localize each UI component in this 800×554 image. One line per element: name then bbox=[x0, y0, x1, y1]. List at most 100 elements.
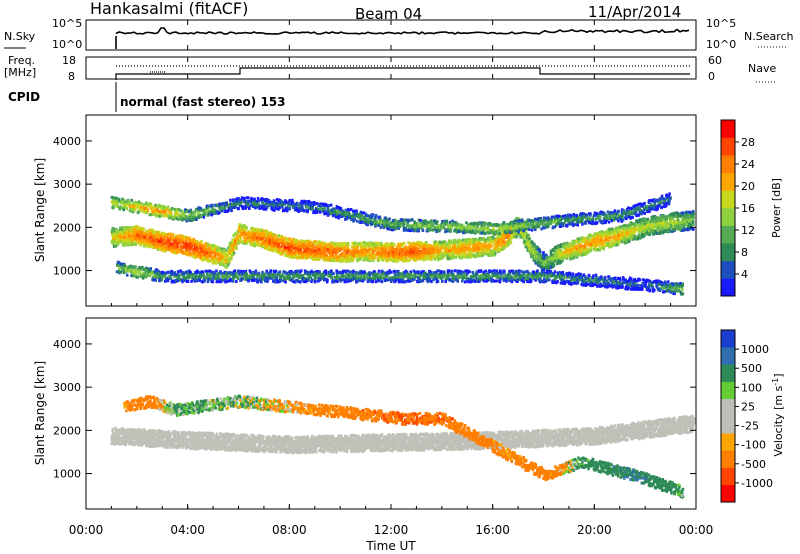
scatter-cell bbox=[200, 253, 203, 257]
scatter-cell bbox=[298, 251, 301, 255]
scatter-cell bbox=[472, 249, 475, 253]
scatter-cell bbox=[163, 237, 167, 241]
scatter-cell bbox=[245, 242, 248, 245]
scatter-cell bbox=[644, 228, 647, 232]
scatter-cell bbox=[110, 230, 114, 234]
scatter-cell bbox=[268, 231, 271, 235]
scatter-cell bbox=[152, 243, 156, 247]
scatter-cell bbox=[381, 244, 385, 248]
scatter-cell bbox=[221, 255, 224, 259]
scatter-cell bbox=[218, 257, 221, 261]
scatter-cell bbox=[207, 258, 210, 262]
scatter-cell bbox=[352, 258, 355, 261]
scatter-cell bbox=[181, 235, 184, 238]
scatter-cell bbox=[257, 228, 260, 232]
scatter-cell bbox=[363, 257, 366, 261]
scatter-cell bbox=[196, 240, 199, 244]
scatter-cell bbox=[275, 242, 279, 246]
scatter-cell bbox=[222, 263, 225, 267]
scatter-cell bbox=[244, 227, 247, 231]
scatter-cell bbox=[346, 244, 350, 248]
scatter-cell bbox=[331, 247, 335, 251]
scatter-cell bbox=[315, 242, 318, 246]
scatter-cell bbox=[589, 243, 593, 246]
scatter-cell bbox=[193, 252, 196, 256]
scatter-cell bbox=[378, 242, 381, 246]
scatter-cell bbox=[183, 235, 187, 239]
scatter-cell bbox=[459, 256, 463, 260]
scatter-cell bbox=[385, 254, 388, 258]
scatter-cell bbox=[484, 238, 488, 242]
scatter-cell bbox=[145, 244, 149, 248]
scatter-cell bbox=[303, 242, 306, 246]
scatter-cell bbox=[194, 209, 197, 213]
scatter-cell bbox=[471, 237, 475, 241]
scatter-cell bbox=[148, 202, 152, 206]
scatter-cell bbox=[130, 198, 133, 202]
scatter-cell bbox=[417, 248, 420, 252]
scatter-cell bbox=[443, 250, 446, 254]
scatter-cell bbox=[395, 246, 399, 250]
scatter-cell bbox=[150, 229, 154, 232]
scatter-cell bbox=[171, 236, 174, 239]
scatter-cell bbox=[386, 253, 390, 257]
scatter-cell bbox=[148, 231, 152, 235]
scatter-cell bbox=[412, 247, 416, 250]
scatter-cell bbox=[261, 245, 264, 249]
scatter-cell bbox=[401, 242, 404, 246]
scatter-cell bbox=[125, 207, 128, 211]
scatter-cell bbox=[247, 230, 250, 233]
scatter-cell bbox=[119, 234, 123, 238]
scatter-cell bbox=[271, 235, 274, 239]
scatter-cell bbox=[478, 249, 482, 253]
scatter-cell bbox=[224, 248, 228, 252]
scatter-cell bbox=[461, 241, 464, 245]
scatter-cell bbox=[250, 231, 253, 234]
scatter-cell bbox=[664, 229, 667, 233]
scatter-cell bbox=[381, 247, 385, 251]
scatter-cell bbox=[539, 250, 542, 254]
scatter-cell bbox=[253, 242, 257, 246]
scatter-cell bbox=[251, 243, 254, 247]
scatter-cell bbox=[181, 236, 184, 240]
scatter-cell bbox=[161, 233, 164, 237]
scatter-cell bbox=[131, 239, 134, 243]
scatter-cell bbox=[317, 258, 320, 261]
scatter-cell bbox=[390, 256, 393, 260]
sky-noise-trace bbox=[115, 27, 690, 35]
scatter-cell bbox=[259, 237, 263, 241]
scatter-cell bbox=[370, 241, 374, 245]
scatter-cell bbox=[446, 249, 449, 252]
scatter-cell bbox=[313, 245, 316, 249]
scatter-cell bbox=[334, 255, 338, 259]
scatter-cell bbox=[277, 239, 281, 243]
scatter-cell bbox=[478, 236, 482, 240]
scatter-cell bbox=[131, 234, 135, 238]
scatter-cell bbox=[136, 226, 139, 230]
scatter-cell bbox=[431, 250, 434, 254]
scatter-cell bbox=[236, 230, 240, 234]
scatter-cell bbox=[388, 244, 391, 248]
scatter-cell bbox=[179, 248, 183, 252]
scatter-cell bbox=[481, 252, 484, 255]
scatter-cell bbox=[363, 242, 366, 246]
scatter-cell bbox=[165, 234, 169, 238]
scatter-cell bbox=[345, 253, 349, 257]
scatter-cell bbox=[289, 253, 292, 257]
scatter-cell bbox=[176, 236, 179, 239]
scatter-cell bbox=[246, 232, 250, 236]
scatter-cell bbox=[348, 249, 352, 253]
scatter-cell bbox=[251, 233, 254, 236]
scatter-cell bbox=[562, 242, 566, 246]
scatter-cell bbox=[308, 251, 311, 254]
scatter-cell bbox=[428, 255, 431, 259]
scatter-cell bbox=[174, 234, 178, 238]
scatter-cell bbox=[301, 239, 305, 243]
scatter-cell bbox=[158, 236, 161, 240]
scatter-cell bbox=[145, 229, 148, 233]
scatter-cell bbox=[115, 234, 119, 237]
scatter-cell bbox=[482, 249, 485, 253]
scatter-cell bbox=[271, 246, 274, 250]
scatter-cell bbox=[177, 241, 181, 245]
scatter-cell bbox=[584, 248, 587, 252]
